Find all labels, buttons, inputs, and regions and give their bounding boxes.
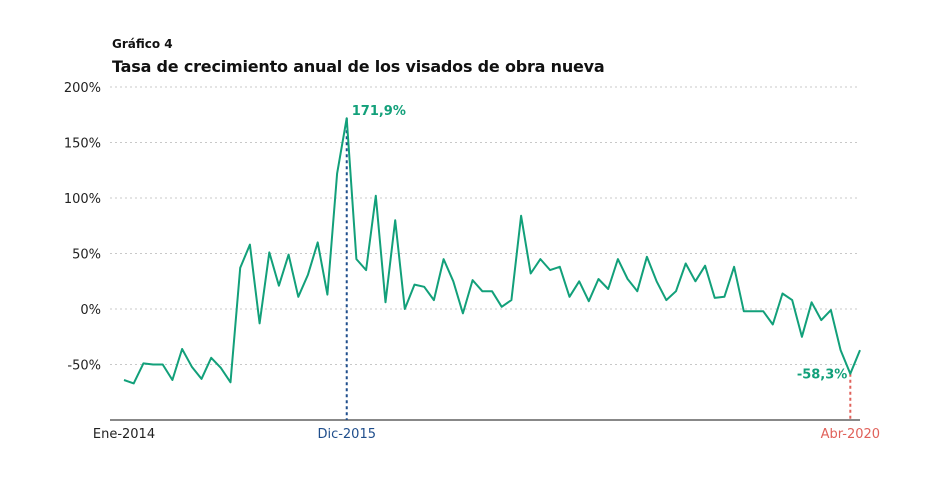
grid-lines (110, 86, 860, 365)
y-tick-label: 50% (72, 248, 101, 263)
annotations: 171,9% -58,3% (352, 104, 848, 383)
y-tick-label: 150% (64, 137, 101, 152)
peak-value-label: 171,9% (352, 104, 406, 119)
y-axis-ticks: 200% 150% 100% 50% 0% -50% (64, 81, 101, 374)
last-value-label: -58,3% (797, 368, 848, 383)
reference-markers (345, 118, 852, 420)
y-tick-label: 0% (80, 303, 101, 318)
series-line (123, 117, 861, 385)
y-tick-label: -50% (67, 359, 101, 374)
chart-title: Tasa de crecimiento anual de los visados… (112, 57, 605, 76)
x-tick-label: Dic-2015 (317, 427, 376, 442)
x-tick-label: Abr-2020 (821, 427, 880, 442)
x-tick-label: Ene-2014 (93, 427, 155, 442)
y-tick-label: 200% (64, 81, 101, 96)
series-group (123, 117, 861, 385)
y-tick-label: 100% (64, 192, 101, 207)
chart-kicker: Gráfico 4 (112, 37, 173, 51)
x-axis-ticks: Ene-2014 Dic-2015 Abr-2020 (93, 427, 880, 442)
